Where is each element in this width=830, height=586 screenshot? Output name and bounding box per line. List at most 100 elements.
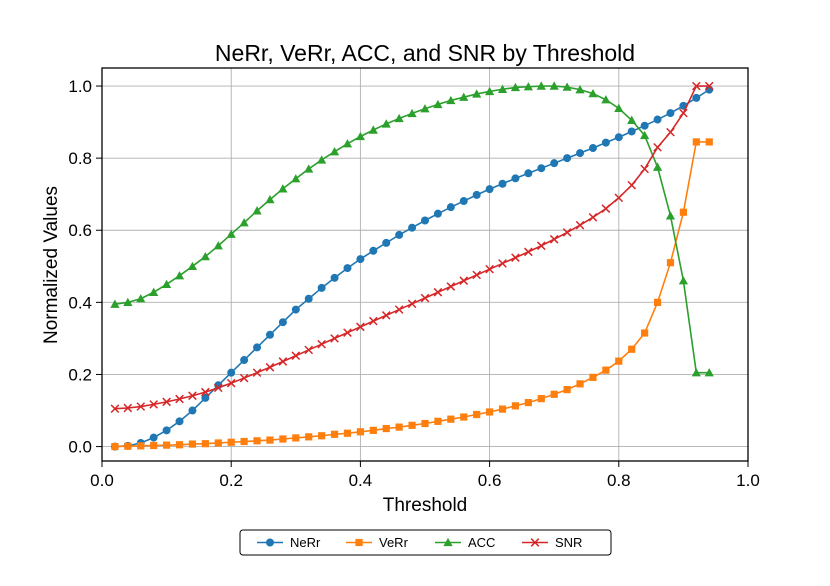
data-point-snr — [627, 180, 637, 190]
data-point-snr — [614, 193, 624, 203]
data-point-verr — [305, 433, 313, 441]
data-point-verr — [188, 440, 197, 448]
data-point-snr — [433, 287, 443, 297]
data-point-nerr — [227, 368, 236, 377]
y-tick-label: 0.6 — [68, 221, 92, 240]
data-point-acc — [278, 184, 288, 193]
y-tick-label: 0.0 — [68, 438, 92, 457]
y-tick-label: 0.2 — [68, 365, 92, 384]
data-point-nerr — [291, 305, 300, 314]
data-point-acc — [317, 155, 327, 164]
data-point-nerr — [175, 417, 184, 426]
data-point-nerr — [511, 174, 520, 183]
data-point-acc — [459, 92, 469, 101]
y-tick-label: 0.4 — [68, 293, 92, 312]
data-point-snr — [704, 81, 714, 91]
data-point-snr — [123, 403, 133, 413]
data-point-snr — [511, 253, 520, 262]
data-point-acc — [601, 95, 611, 104]
data-point-snr — [162, 397, 171, 407]
data-point-verr — [163, 441, 171, 449]
data-point-snr — [317, 339, 326, 349]
data-point-snr — [601, 204, 611, 213]
data-point-snr — [136, 402, 146, 411]
data-point-snr — [278, 357, 288, 366]
data-point-snr — [679, 108, 688, 118]
data-point-nerr — [433, 209, 442, 218]
data-point-nerr — [188, 406, 197, 415]
data-point-acc — [510, 82, 521, 92]
data-point-verr — [679, 208, 687, 216]
data-point-snr — [304, 345, 314, 355]
data-point-verr — [641, 329, 649, 337]
data-point-verr — [460, 413, 468, 421]
data-point-verr — [447, 415, 455, 423]
data-point-verr — [511, 402, 520, 410]
data-point-acc — [536, 81, 546, 90]
data-point-nerr — [472, 190, 481, 199]
data-point-snr — [640, 164, 649, 174]
data-point-verr — [421, 419, 429, 428]
legend-marker-nerr — [266, 538, 274, 547]
data-point-verr — [692, 138, 700, 146]
data-point-snr — [588, 212, 598, 222]
data-point-snr — [446, 282, 456, 291]
data-point-nerr — [395, 230, 404, 239]
data-point-verr — [550, 390, 558, 398]
chart-title: NeRr, VeRr, ACC, and SNR by Threshold — [215, 40, 635, 66]
y-tick-label: 0.8 — [68, 149, 92, 168]
data-point-nerr — [601, 138, 610, 147]
data-point-acc — [640, 130, 650, 140]
data-point-acc — [614, 103, 624, 113]
legend-marker-verr — [355, 538, 363, 547]
data-point-verr — [628, 345, 636, 353]
data-point-verr — [240, 437, 248, 446]
data-point-nerr — [446, 203, 455, 212]
data-point-snr — [394, 305, 404, 314]
data-point-verr — [227, 438, 235, 446]
data-point-snr — [343, 328, 352, 337]
data-point-acc — [174, 271, 185, 280]
data-point-acc — [304, 164, 314, 173]
x-tick-label: 0.8 — [607, 471, 631, 490]
data-point-acc — [149, 287, 159, 296]
data-point-acc — [575, 85, 585, 94]
data-point-verr — [408, 421, 416, 429]
data-point-verr — [498, 405, 507, 413]
data-point-verr — [356, 428, 364, 436]
data-point-acc — [588, 88, 598, 98]
data-point-nerr — [485, 185, 494, 194]
legend-marker-acc — [443, 537, 453, 547]
data-point-acc — [136, 294, 146, 303]
data-point-nerr — [421, 216, 429, 225]
data-point-acc — [562, 82, 572, 91]
data-point-verr — [434, 417, 442, 425]
x-tick-label: 0.4 — [349, 471, 373, 490]
data-point-verr — [343, 429, 352, 437]
data-point-nerr — [524, 169, 533, 178]
series-verr — [111, 138, 713, 451]
data-point-snr — [239, 373, 249, 383]
data-point-verr — [486, 408, 494, 416]
data-point-snr — [536, 241, 546, 251]
data-point-nerr — [640, 121, 649, 130]
data-point-snr — [549, 234, 559, 244]
legend-label-acc: ACC — [468, 535, 495, 550]
data-point-acc — [627, 115, 637, 124]
plot-frame — [101, 67, 749, 462]
data-point-nerr — [692, 93, 701, 102]
data-point-nerr — [563, 154, 572, 163]
data-point-acc — [355, 131, 365, 141]
data-point-verr — [214, 439, 222, 447]
data-point-snr — [381, 311, 391, 320]
data-point-nerr — [382, 238, 391, 247]
data-point-snr — [459, 276, 469, 286]
data-point-snr — [420, 293, 430, 303]
data-point-snr — [524, 247, 533, 257]
series-layer — [110, 81, 714, 451]
x-tick-label: 0.2 — [219, 471, 243, 490]
data-point-acc — [652, 162, 663, 171]
data-point-snr — [498, 259, 507, 268]
data-point-verr — [705, 138, 713, 146]
